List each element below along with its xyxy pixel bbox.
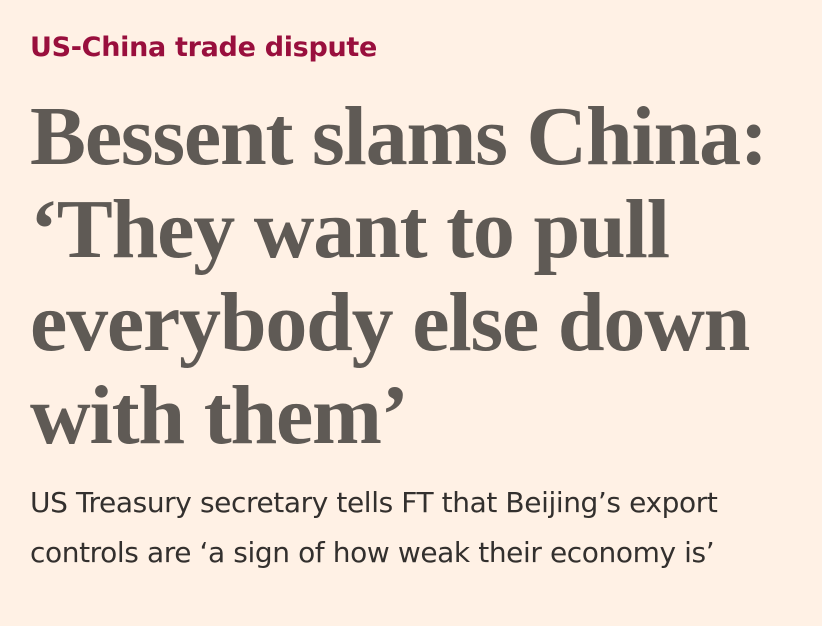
topic-link[interactable]: US-China trade dispute	[30, 32, 378, 63]
standfirst: US Treasury secretary tells FT that Beij…	[30, 486, 718, 569]
headline[interactable]: Bessent slams China: ‘They want to pull …	[30, 90, 768, 462]
